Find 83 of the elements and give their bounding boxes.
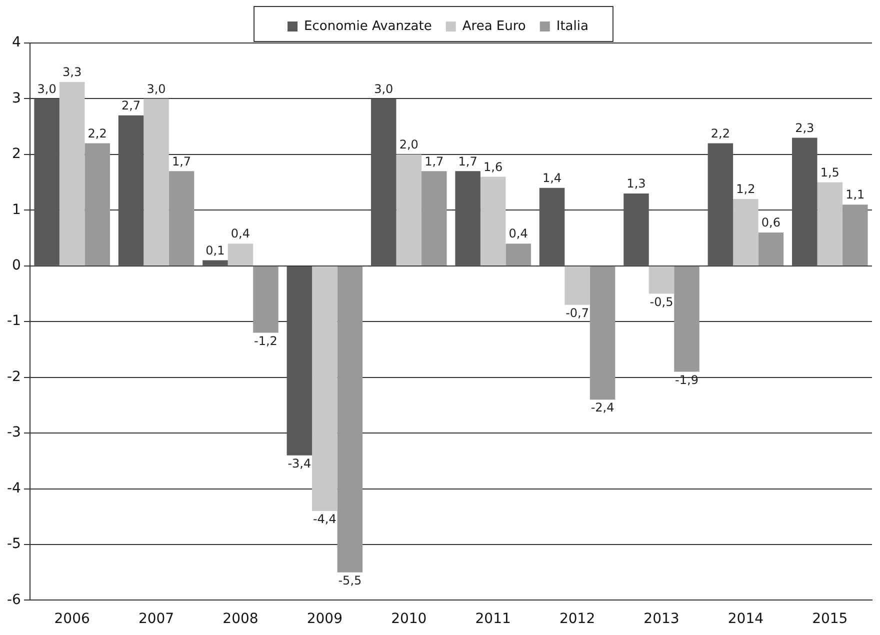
- bar: [286, 266, 312, 456]
- bar: [228, 244, 254, 266]
- data-label: 0,4: [508, 226, 528, 241]
- data-label: 2,7: [121, 98, 141, 113]
- legend-label: Economie Avanzate: [304, 18, 432, 34]
- data-label: 0,6: [761, 216, 780, 230]
- data-label: 1,7: [458, 154, 478, 168]
- data-label: 3,3: [62, 65, 82, 80]
- y-tick-label: -4: [6, 480, 22, 496]
- data-label: 3,0: [37, 82, 56, 96]
- data-label: 2,0: [399, 138, 418, 152]
- bar: [506, 244, 531, 266]
- x-tick-label: 2012: [559, 611, 596, 628]
- data-label: 1,7: [424, 154, 444, 168]
- bar: [168, 171, 194, 266]
- y-tick-label: 0: [12, 258, 21, 274]
- data-label: 1,5: [820, 165, 840, 180]
- data-label: 2,3: [795, 120, 814, 135]
- bar: [842, 204, 868, 266]
- data-label: 1,4: [542, 170, 562, 185]
- bar: [480, 176, 506, 266]
- data-label: 2,2: [710, 126, 730, 140]
- data-label: 3,0: [146, 82, 166, 96]
- data-label: 1,3: [626, 176, 646, 191]
- y-tick-label: 3: [12, 90, 21, 106]
- bar: [758, 232, 784, 266]
- bar: [59, 82, 85, 266]
- bar: [733, 199, 758, 266]
- x-tick-label: 2009: [306, 611, 342, 628]
- bar: [817, 182, 843, 266]
- x-tick-label: 2014: [728, 611, 764, 628]
- data-label: 1,6: [484, 160, 503, 174]
- bar: [792, 138, 818, 266]
- x-tick-label: 2007: [138, 611, 174, 628]
- data-label: 1,2: [736, 182, 756, 196]
- legend-label: Italia: [556, 18, 588, 34]
- data-label: 0,1: [206, 243, 225, 258]
- data-label: -1,2: [254, 334, 278, 348]
- bar: [396, 154, 422, 266]
- data-label: -0,7: [566, 306, 589, 320]
- y-tick-label: -2: [6, 368, 21, 385]
- bar: [337, 266, 363, 572]
- bar: [708, 143, 734, 266]
- data-label: -3,4: [288, 456, 312, 470]
- legend-label: Area Euro: [462, 18, 526, 34]
- data-label: -0,5: [650, 294, 674, 309]
- data-label: 3,0: [374, 82, 394, 96]
- bar: [590, 266, 616, 400]
- data-label: -2,4: [590, 400, 614, 415]
- bar: [118, 115, 144, 266]
- x-tick-label: 2008: [222, 611, 258, 628]
- bar: [370, 98, 396, 266]
- bar: [144, 98, 169, 266]
- bar: [422, 171, 447, 266]
- y-tick-label: -6: [6, 592, 22, 608]
- x-tick-label: 2011: [475, 611, 511, 628]
- y-tick-label: -1: [6, 313, 21, 330]
- x-tick-label: 2006: [54, 611, 90, 628]
- data-label: 1,7: [172, 154, 192, 168]
- bar: [202, 260, 228, 266]
- y-tick-label: -3: [6, 424, 21, 441]
- bar: [84, 143, 110, 266]
- bar: [253, 266, 278, 333]
- bar: [624, 193, 649, 266]
- bar: [674, 266, 700, 372]
- data-label: 2,2: [88, 126, 107, 140]
- y-tick-label: 1: [12, 202, 21, 218]
- bar: [539, 188, 565, 266]
- bar: [564, 266, 590, 305]
- x-tick-label: 2010: [391, 611, 427, 628]
- x-tick-label: 2013: [644, 611, 680, 628]
- y-tick-label: 2: [12, 146, 21, 162]
- bar: [648, 266, 674, 294]
- data-label: -5,5: [338, 573, 362, 588]
- x-tick-label: 2015: [812, 611, 848, 628]
- bar: [34, 98, 60, 266]
- y-tick-label: -5: [6, 536, 21, 552]
- y-tick-label: 4: [12, 34, 22, 51]
- bar: [312, 266, 338, 512]
- data-label: 1,1: [846, 188, 865, 202]
- data-label: -4,4: [312, 512, 336, 526]
- bar: [455, 171, 480, 266]
- data-label: 0,4: [230, 226, 250, 241]
